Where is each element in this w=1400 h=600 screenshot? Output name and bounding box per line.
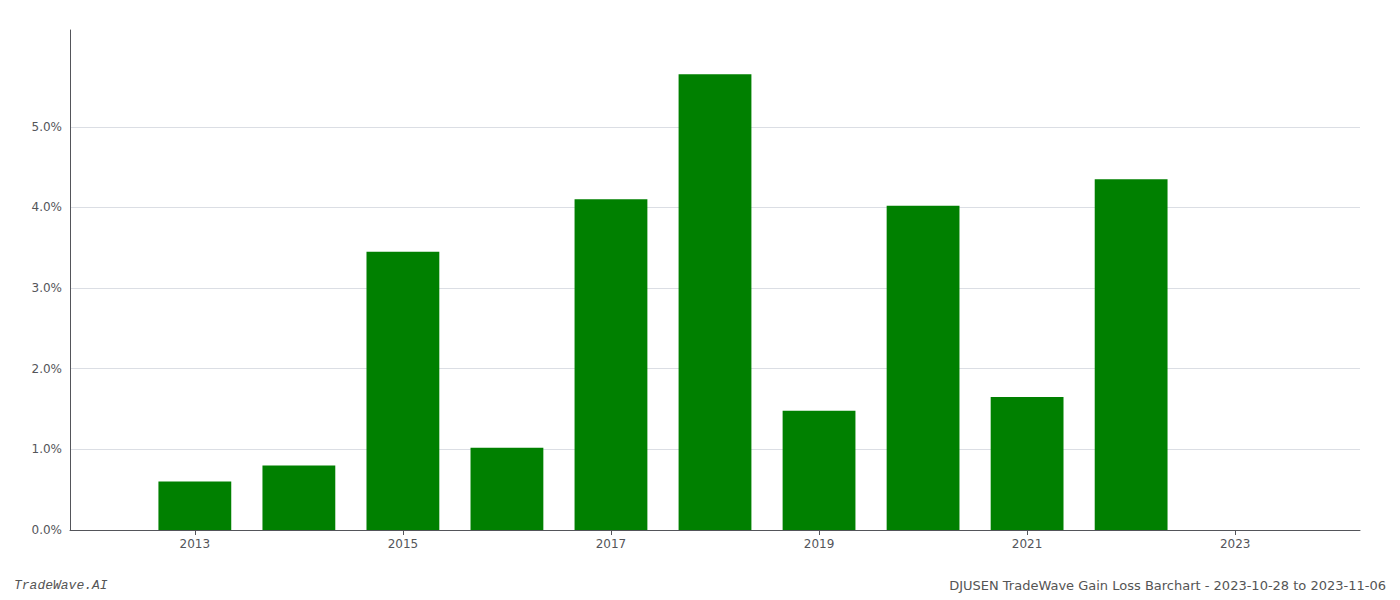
svg-text:DJUSEN TradeWave Gain Loss Bar: DJUSEN TradeWave Gain Loss Barchart - 20… [949,578,1386,593]
svg-text:0.0%: 0.0% [32,523,63,537]
svg-text:2015: 2015 [388,537,419,551]
svg-text:2.0%: 2.0% [32,362,63,376]
svg-text:5.0%: 5.0% [32,120,63,134]
svg-text:2023: 2023 [1220,537,1251,551]
svg-text:2019: 2019 [804,537,835,551]
svg-text:2013: 2013 [180,537,211,551]
svg-text:3.0%: 3.0% [32,281,63,295]
svg-text:4.0%: 4.0% [32,200,63,214]
svg-text:1.0%: 1.0% [32,442,63,456]
svg-text:2017: 2017 [596,537,627,551]
svg-text:2021: 2021 [1012,537,1043,551]
svg-text:TradeWave.AI: TradeWave.AI [14,578,108,593]
